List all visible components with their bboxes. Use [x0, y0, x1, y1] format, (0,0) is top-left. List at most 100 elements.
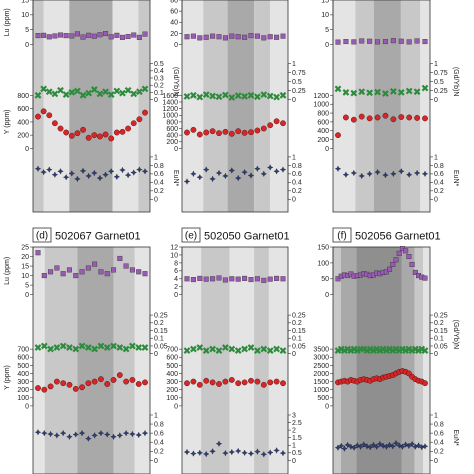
- data-point-y: [51, 120, 58, 127]
- tick-label: 200: [166, 139, 178, 146]
- tick-label: 1000: [162, 113, 178, 120]
- data-point-eu: [421, 170, 429, 177]
- data-point-gd_yb: [90, 86, 98, 93]
- data-point-eu: [379, 442, 387, 450]
- data-point-eu: [260, 451, 267, 458]
- axis-title-gd_yb: (Gd/Yb)N: [452, 320, 459, 350]
- data-point-eu: [357, 443, 364, 450]
- data-point-y: [46, 112, 53, 119]
- data-point-eu: [46, 166, 53, 173]
- data-point-eu: [215, 440, 223, 447]
- data-point-eu: [215, 169, 223, 177]
- axis-title-lu: Lu (ppm): [4, 257, 11, 285]
- tick-label: 0: [154, 458, 158, 465]
- data-point-lu: [335, 276, 341, 282]
- panel-label-box: [332, 227, 352, 243]
- tick-label: 0.2: [434, 449, 444, 456]
- data-point-gd_yb: [260, 345, 268, 353]
- data-point-gd_yb: [79, 91, 87, 99]
- zone-band: [182, 0, 204, 212]
- data-point-y: [228, 377, 235, 383]
- tick-label: 5: [25, 27, 29, 34]
- tick-label: 1.5: [292, 435, 302, 442]
- data-point-gd_yb: [119, 89, 126, 97]
- tick-label: 0.3: [154, 75, 164, 82]
- data-point-y: [222, 128, 229, 135]
- data-point-gd_yb: [66, 344, 73, 351]
- data-point-eu: [334, 444, 342, 451]
- data-point-eu: [338, 442, 345, 450]
- data-point-gd_yb: [130, 90, 138, 98]
- data-point-y: [125, 125, 132, 132]
- data-point-y: [60, 380, 67, 387]
- data-point-eu: [382, 171, 389, 179]
- data-point-lu: [79, 269, 85, 275]
- tick-label: 400: [17, 119, 29, 126]
- data-point-gd_yb: [116, 344, 124, 351]
- data-point-lu: [142, 31, 148, 37]
- data-point-eu: [399, 443, 406, 450]
- data-point-lu: [54, 265, 60, 271]
- data-point-lu: [136, 269, 142, 275]
- data-point-gd_yb: [183, 93, 191, 100]
- axis-title-eu: EuN*: [452, 170, 459, 187]
- data-point-eu: [389, 443, 396, 450]
- data-point-eu: [40, 168, 47, 176]
- data-point-eu: [85, 172, 92, 180]
- data-point-eu: [415, 442, 422, 449]
- data-point-eu: [122, 429, 130, 437]
- zone-band: [203, 0, 228, 212]
- axis-title-lu: Lu (ppm): [4, 8, 11, 36]
- data-point-y: [216, 381, 222, 387]
- data-point-gd_yb: [129, 342, 136, 350]
- zone-band: [400, 0, 421, 212]
- data-point-eu: [350, 169, 357, 177]
- data-point-eu: [116, 432, 123, 439]
- data-point-y: [40, 108, 47, 115]
- tick-label: 500: [166, 363, 178, 370]
- data-point-lu: [254, 276, 260, 282]
- data-point-gd_yb: [91, 345, 99, 353]
- tick-label: 0: [154, 351, 158, 358]
- data-point-eu: [228, 448, 235, 456]
- tick-label: 200: [166, 387, 178, 394]
- tick-label: 0: [25, 146, 29, 153]
- data-point-eu: [392, 439, 400, 447]
- tick-label: 400: [166, 371, 178, 378]
- data-point-eu: [78, 429, 86, 437]
- data-point-lu: [359, 38, 365, 44]
- tick-label: 0: [174, 403, 178, 410]
- data-point-lu: [129, 267, 135, 273]
- tick-label: 80: [170, 0, 178, 4]
- data-point-y: [136, 116, 143, 123]
- data-point-gd_yb: [196, 93, 204, 101]
- data-point-eu: [91, 169, 98, 177]
- tick-label: 0: [154, 97, 158, 104]
- data-point-y: [228, 130, 235, 137]
- tick-label: 400: [166, 133, 178, 140]
- data-point-eu: [376, 440, 384, 448]
- data-point-gd_yb: [85, 89, 93, 97]
- data-point-eu: [222, 172, 229, 180]
- data-point-eu: [34, 165, 42, 172]
- tick-label: 0.5: [434, 79, 444, 86]
- tick-label: 0.2: [154, 188, 164, 195]
- tick-label: 150: [317, 244, 329, 251]
- data-point-gd_yb: [53, 344, 61, 351]
- tick-label: 0.1: [154, 90, 164, 97]
- data-point-y: [47, 383, 54, 390]
- zone-band: [401, 247, 415, 474]
- zone-band: [414, 247, 424, 474]
- zone-band: [229, 247, 255, 474]
- data-point-y: [41, 386, 48, 393]
- data-point-y: [91, 132, 98, 139]
- tick-label: 0.5: [292, 79, 302, 86]
- panel-label-box: [32, 227, 52, 243]
- data-point-y: [422, 115, 428, 122]
- data-point-gd_yb: [228, 345, 236, 353]
- tick-label: 0: [292, 351, 296, 358]
- tick-label: 3: [292, 412, 296, 419]
- data-point-gd_yb: [350, 89, 358, 97]
- zone-band: [269, 0, 288, 212]
- data-point-y: [267, 379, 274, 386]
